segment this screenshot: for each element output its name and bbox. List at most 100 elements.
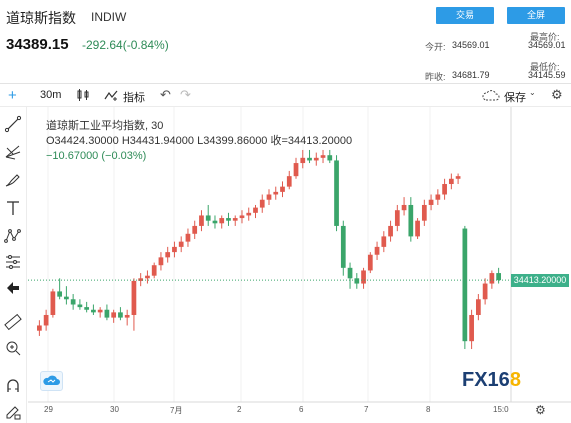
candle-body: [199, 215, 204, 226]
pitchfork-icon[interactable]: [3, 143, 23, 161]
cloud-icon[interactable]: [482, 88, 500, 105]
candle-body: [489, 273, 495, 284]
candle-body: [192, 225, 198, 234]
candle-body: [320, 155, 326, 158]
price-chart[interactable]: 道琼斯工业平均指数, 30 O34424.30000 H34431.94000 …: [28, 107, 571, 423]
candle-body: [84, 307, 90, 310]
candle-body: [91, 309, 96, 313]
legend-ohlc: O34424.30000 H34431.94000 L34399.86000 收…: [46, 135, 353, 147]
candle-body: [293, 163, 299, 177]
candle-body: [145, 275, 150, 279]
crosshair-icon[interactable]: +: [8, 87, 17, 104]
candle-body: [327, 155, 333, 161]
x-label: 7月: [170, 406, 183, 415]
chart-settings-gear-icon[interactable]: ⚙: [535, 403, 546, 417]
high-value: 34569.01: [528, 40, 566, 50]
candle-body: [239, 215, 245, 219]
open-value: 34569.01: [452, 40, 490, 50]
candle-body: [178, 241, 184, 247]
indicators-icon[interactable]: [104, 88, 118, 105]
price-change: -292.64(-0.84%): [82, 38, 169, 52]
candle-body: [104, 309, 110, 318]
trend-line-icon[interactable]: [3, 115, 23, 133]
candle-body: [300, 157, 306, 164]
fullscreen-button[interactable]: 全屏: [507, 7, 565, 24]
save-button[interactable]: 保存: [504, 92, 526, 104]
prev-close-label: 昨收:: [425, 72, 446, 82]
candle-body: [354, 278, 360, 284]
candle-body: [246, 212, 252, 216]
candle-body: [408, 204, 414, 237]
candle-body: [158, 257, 164, 266]
candle-body: [435, 194, 441, 200]
trade-button[interactable]: 交易: [436, 7, 494, 24]
cloud-save-icon[interactable]: [40, 371, 63, 391]
candle-body: [266, 194, 272, 200]
candle-body: [37, 325, 42, 331]
save-dropdown-chevron-icon[interactable]: ⌄: [529, 88, 536, 97]
instrument-name: 道琼斯指数: [6, 10, 76, 26]
candle-body: [273, 191, 279, 195]
candle-body: [259, 199, 265, 208]
brush-icon[interactable]: [3, 171, 23, 189]
interval-select[interactable]: 30m: [40, 89, 62, 101]
ruler-icon[interactable]: [3, 313, 23, 331]
last-price: 34389.15: [6, 36, 69, 53]
candle-body: [448, 178, 454, 185]
magnet-icon[interactable]: [3, 377, 23, 395]
prediction-icon[interactable]: [3, 253, 23, 271]
candle-body: [367, 254, 373, 271]
chart-type-icon[interactable]: [76, 88, 90, 105]
redo-icon[interactable]: ↷: [180, 87, 191, 102]
quote-header: 道琼斯指数 INDIW 34389.15 -292.64(-0.84%) 交易 …: [0, 0, 571, 84]
candle-body: [421, 204, 427, 221]
candle-body: [381, 236, 387, 247]
candle-body: [232, 218, 238, 221]
instrument-code: INDIW: [91, 10, 127, 24]
legend-change: −10.67000 (−0.03%): [46, 150, 147, 162]
x-label: 2: [237, 405, 242, 414]
candle-body: [43, 314, 49, 326]
candle-body: [374, 246, 380, 255]
candle-body: [496, 273, 501, 281]
chart-legend: 道琼斯工业平均指数, 30 O34424.30000 H34431.94000 …: [46, 119, 352, 164]
candle-body: [124, 314, 130, 318]
candle-body: [347, 267, 353, 279]
candle-body: [334, 160, 339, 226]
settings-gear-icon[interactable]: ⚙: [551, 87, 563, 102]
candle-body: [50, 291, 56, 315]
candle-body: [428, 199, 434, 205]
x-label: 8: [426, 405, 431, 414]
candle-body: [219, 218, 225, 224]
legend-title: 道琼斯工业平均指数, 30: [46, 120, 164, 132]
x-label: 7: [364, 405, 369, 414]
low-label: 最低价:: [530, 62, 560, 72]
candle-body: [313, 157, 319, 161]
candle-body: [172, 246, 177, 253]
candle-body: [307, 157, 312, 161]
candle-body: [462, 228, 468, 342]
undo-icon[interactable]: ↶: [160, 87, 171, 102]
last-price-tag: 34413.20000: [511, 274, 569, 288]
indicators-button[interactable]: 指标: [123, 92, 145, 104]
zoom-in-icon[interactable]: [3, 339, 23, 357]
x-label: 6: [299, 405, 304, 414]
text-tool-icon[interactable]: [3, 199, 23, 217]
pattern-icon[interactable]: [3, 227, 23, 245]
candle-body: [131, 280, 137, 315]
candle-body: [482, 283, 488, 300]
prev-close-value: 34681.79: [452, 70, 490, 80]
x-label: 15:0: [493, 405, 509, 414]
candle-body: [226, 218, 231, 221]
candle-body: [70, 299, 76, 305]
candle-body: [97, 309, 103, 313]
candle-body: [151, 265, 157, 276]
x-label: 29: [44, 405, 53, 414]
back-arrow-icon[interactable]: [3, 279, 23, 297]
chart-toolbar: + 30m 指标 ↶ ↷ 保存 ⌄ ⚙: [0, 85, 571, 107]
candle-body: [361, 270, 366, 284]
candle-body: [138, 278, 144, 281]
candle-body: [340, 225, 346, 268]
drawing-tools-panel: [0, 107, 27, 423]
lock-pencil-icon[interactable]: [3, 403, 23, 421]
